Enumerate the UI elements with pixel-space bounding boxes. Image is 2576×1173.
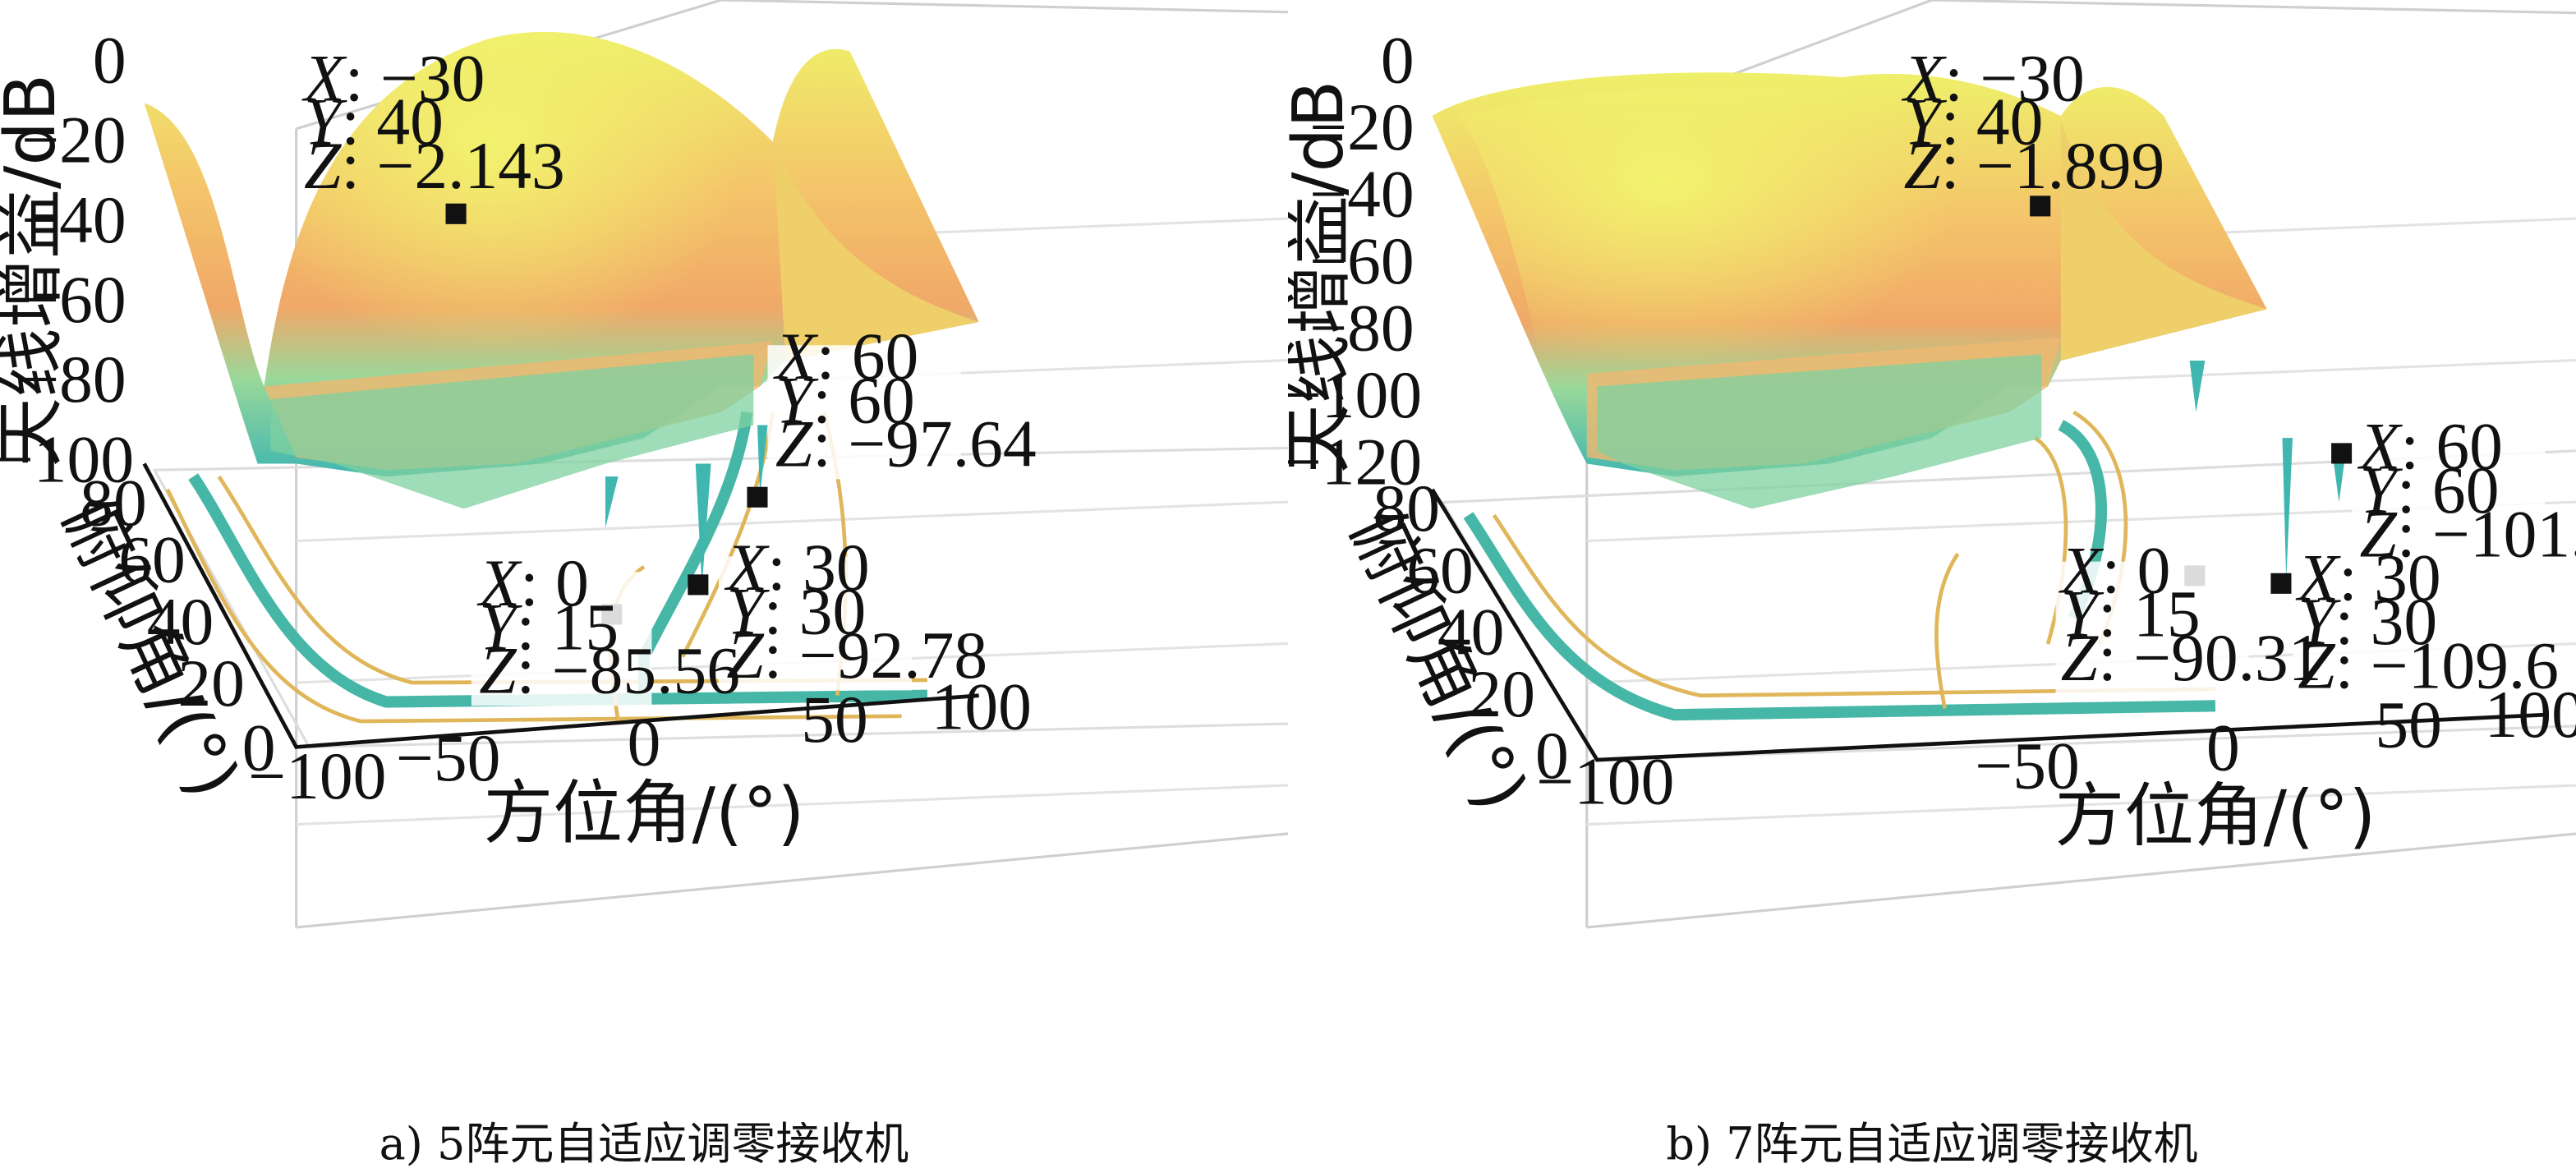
y-tick-a-60: 60 <box>118 522 186 597</box>
x-tick-b-n100: −100 <box>1536 743 1674 818</box>
x-tick-a-n100: −100 <box>248 738 386 813</box>
chart-panel-a: X: −30 Y: 40 Z: −2.143 X: 60 Y: 60 Z: −9… <box>0 0 1288 1170</box>
x-tick-a-100: 100 <box>932 669 1032 743</box>
x-tick-b-0: 0 <box>2206 711 2240 785</box>
z-tick-b-1: −20 <box>1309 90 1414 164</box>
y-tick-a-0: 0 <box>242 711 276 785</box>
datatip-b-2-marker <box>2331 443 2353 464</box>
chart-a-yticks: 80 60 40 20 0 <box>80 466 275 785</box>
x-tick-b-50: 50 <box>2375 687 2442 761</box>
datatip-b-1-x: X: −30 <box>1902 40 2085 115</box>
chart-a-zticks: 0 −20 −40 −60 −80 −100 <box>0 22 134 496</box>
caption-b: b) 7阵元自适应调零接收机 <box>1666 1118 2198 1170</box>
chart-b-zticks: 0 −20 −40 −60 −80 −100 −120 <box>1288 22 1422 499</box>
chart-a-svg: X: −30 Y: 40 Z: −2.143 X: 60 Y: 60 Z: −9… <box>0 0 1288 929</box>
datatip-a-3-z: Z: −85.56 <box>479 633 740 708</box>
chart-b-xticks: −100 −50 0 50 100 <box>1536 677 2576 819</box>
datatip-a-4-x: X: 30 <box>724 530 869 605</box>
y-tick-b-80: 80 <box>1373 471 1441 545</box>
z-tick-a-4: −80 <box>21 342 126 416</box>
y-tick-a-80: 80 <box>80 466 147 540</box>
datatip-b-1-marker <box>2030 196 2051 217</box>
x-tick-a-50: 50 <box>801 682 868 757</box>
z-tick-b-4: −80 <box>1309 290 1414 365</box>
caption-a: a) 5阵元自适应调零接收机 <box>379 1118 909 1170</box>
datatip-a-1-marker <box>445 203 467 224</box>
chart-b-datatips: X: −30 Y: 40 Z: −1.899 X: 60 Y: 60 Z: −1… <box>1902 40 2576 702</box>
datatip-a-4-marker <box>688 574 709 596</box>
datatip-a-2-y: Y: 60 <box>775 362 915 437</box>
datatip-b-1-y: Y: 40 <box>1904 85 2044 159</box>
chart-a-axes <box>142 462 979 749</box>
datatip-b-2-x: X: 60 <box>2358 409 2503 484</box>
x-tick-a-n50: −50 <box>396 720 501 795</box>
datatip-b-3-y: Y: 15 <box>2061 577 2201 651</box>
datatip-a-2-z: Z: −97.64 <box>775 407 1037 481</box>
y-tick-b-0: 0 <box>1535 718 1569 793</box>
x-tick-b-100: 100 <box>2485 677 2576 752</box>
chart-a-surface <box>144 31 979 586</box>
chart-b-svg: X: −30 Y: 40 Z: −1.899 X: 60 Y: 60 Z: −1… <box>1288 0 2576 929</box>
datatip-b-4-x: X: 30 <box>2295 540 2440 615</box>
datatip-a-4-y: Y: 30 <box>726 573 866 648</box>
datatip-a-2-marker <box>747 486 768 508</box>
datatip-b-4-z: Z: −109.6 <box>2298 628 2559 702</box>
datatip-a-2-x: X: 60 <box>773 319 918 393</box>
datatip-a-3-y: Y: 15 <box>479 589 619 664</box>
datatip-a-1-x: X: −30 <box>301 40 485 115</box>
x-axis-label-a: 方位角/(°) <box>484 772 805 853</box>
z-axis-label-a: 天线增益/dB <box>0 74 71 467</box>
z-axis-label-b: 天线增益/dB <box>1288 80 1359 474</box>
datatip-b-3-z: Z: −90.31 <box>2061 620 2322 695</box>
x-tick-a-0: 0 <box>628 705 661 780</box>
datatip-b-4-y: Y: 30 <box>2298 584 2437 659</box>
datatip-b-2-z: Z: −101.5 <box>2360 496 2576 571</box>
datatip-a-1-y: Y: 40 <box>304 85 444 159</box>
z-tick-a-3: −60 <box>21 262 126 337</box>
z-tick-b-0: 0 <box>1381 22 1414 97</box>
x-axis-label-b: 方位角/(°) <box>2055 775 2376 856</box>
y-tick-b-40: 40 <box>1438 595 1505 669</box>
z-tick-b-5: −100 <box>1288 357 1422 432</box>
datatip-a-3-x: X: 0 <box>476 545 589 620</box>
chart-b-yticks: 80 60 40 20 0 <box>1373 471 1569 793</box>
datatip-b-2-y: Y: 60 <box>2360 453 2500 527</box>
z-tick-b-2: −40 <box>1309 156 1414 231</box>
z-tick-b-3: −60 <box>1309 223 1414 298</box>
chart-b-surface <box>1432 72 2347 580</box>
datatip-b-1-z: Z: −1.899 <box>1904 128 2165 203</box>
chart-b-markers <box>2030 196 2353 594</box>
datatip-a-4-z: Z: −92.78 <box>726 618 987 692</box>
y-tick-b-60: 60 <box>1406 532 1474 607</box>
z-tick-a-1: −20 <box>21 103 126 177</box>
chart-b-axes <box>1430 488 2544 762</box>
y-tick-a-20: 20 <box>177 646 245 720</box>
z-tick-a-0: 0 <box>93 22 126 97</box>
chart-a-xticks: −100 −50 0 50 100 <box>248 669 1032 813</box>
z-tick-b-6: −120 <box>1288 425 1422 499</box>
z-tick-a-5: −100 <box>0 421 134 496</box>
y-tick-a-40: 40 <box>147 584 214 659</box>
z-tick-a-2: −40 <box>21 182 126 257</box>
chart-panel-b: X: −30 Y: 40 Z: −1.899 X: 60 Y: 60 Z: −1… <box>1288 0 2576 1173</box>
x-tick-b-n50: −50 <box>1975 729 2080 803</box>
datatip-b-4-marker <box>2270 573 2292 594</box>
datatip-b-3-x: X: 0 <box>2058 532 2171 607</box>
y-tick-b-20: 20 <box>1469 656 1536 731</box>
chart-a-datatips: X: −30 Y: 40 Z: −2.143 X: 60 Y: 60 Z: −9… <box>301 40 1037 707</box>
datatip-a-1-z: Z: −2.143 <box>304 128 565 203</box>
